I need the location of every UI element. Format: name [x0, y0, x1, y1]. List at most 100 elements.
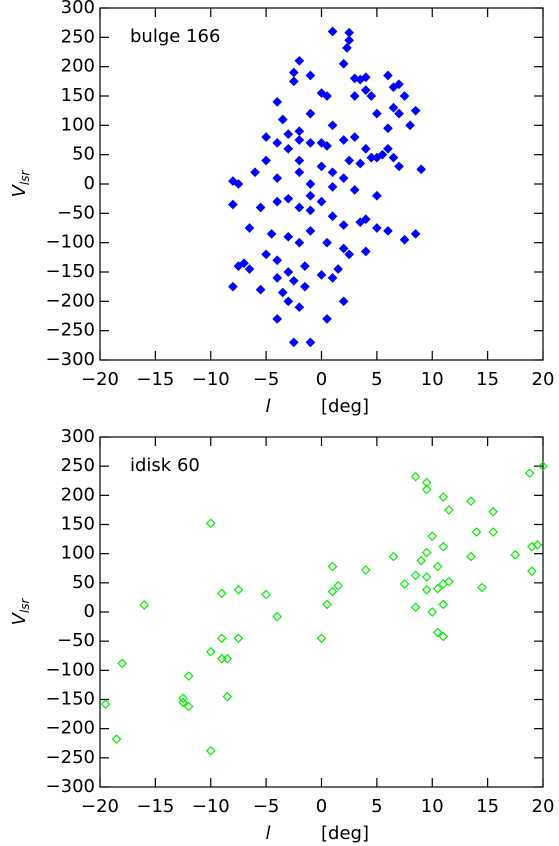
point — [294, 155, 305, 166]
point — [421, 477, 432, 488]
point — [444, 576, 454, 587]
point — [349, 132, 360, 142]
x-label: l — [265, 823, 270, 844]
point — [272, 97, 283, 107]
x-tick-label: 5 — [371, 369, 382, 390]
point — [342, 43, 352, 53]
point — [305, 226, 316, 236]
point — [277, 114, 288, 125]
y-label-sub: lsr — [18, 598, 32, 614]
y-tick-label: −300 — [46, 776, 95, 797]
y-label: Vlsr — [9, 598, 32, 626]
point — [288, 76, 299, 87]
point — [488, 527, 499, 537]
x-label: l — [265, 396, 270, 417]
point — [360, 143, 371, 154]
point — [233, 633, 244, 644]
point — [372, 190, 382, 201]
point — [261, 132, 271, 142]
point — [294, 167, 305, 178]
point — [471, 527, 482, 537]
point — [416, 555, 427, 566]
point — [432, 583, 443, 594]
point — [222, 653, 233, 664]
point — [294, 202, 305, 213]
x-tick-label: −5 — [253, 369, 280, 390]
y-tick-label: −300 — [46, 349, 95, 370]
point — [316, 196, 327, 207]
point — [322, 141, 332, 151]
point — [338, 220, 349, 230]
point — [100, 699, 111, 710]
point — [294, 237, 305, 248]
point — [410, 229, 421, 239]
point — [416, 164, 427, 175]
y-tick-label: 100 — [61, 114, 95, 135]
point — [538, 461, 548, 472]
x-tick-label: −15 — [136, 796, 174, 817]
point — [294, 302, 305, 313]
x-tick-label: 0 — [316, 796, 327, 817]
point — [272, 255, 283, 266]
point — [233, 584, 244, 595]
point — [360, 85, 371, 95]
point — [527, 566, 537, 577]
y-tick-label: 0 — [84, 173, 95, 194]
x-tick-label: 5 — [371, 796, 382, 817]
point — [139, 600, 150, 610]
point — [394, 79, 404, 90]
point — [205, 745, 216, 756]
y-tick-label: −150 — [46, 689, 95, 710]
point — [222, 691, 233, 702]
point — [322, 237, 332, 248]
point — [355, 158, 366, 169]
point — [421, 484, 432, 495]
point — [383, 70, 393, 81]
x-tick-label: 20 — [532, 796, 555, 817]
point — [305, 337, 316, 348]
point — [410, 471, 421, 482]
point — [432, 561, 443, 572]
y-label: Vlsr — [9, 170, 32, 198]
y-label-main: V — [9, 611, 30, 625]
plot-frame — [99, 436, 544, 788]
point — [266, 229, 277, 239]
point — [438, 492, 449, 502]
point — [327, 211, 338, 222]
point — [327, 586, 338, 597]
point — [388, 82, 399, 93]
point — [305, 70, 316, 81]
y-label-sub: lsr — [18, 170, 32, 186]
y-tick-label: 200 — [61, 56, 95, 77]
point — [305, 138, 316, 148]
point — [272, 138, 283, 148]
point — [244, 264, 255, 274]
y-tick-label: −100 — [46, 232, 95, 253]
point — [444, 505, 454, 515]
point — [233, 261, 244, 271]
point — [383, 143, 393, 154]
point — [327, 561, 338, 572]
point — [272, 273, 283, 283]
y-tick-label: 300 — [61, 0, 95, 18]
point — [360, 214, 371, 225]
point — [255, 284, 266, 295]
x-tick-label: −15 — [136, 369, 174, 390]
point — [178, 693, 188, 704]
point — [283, 129, 294, 139]
point — [255, 202, 266, 213]
point — [178, 697, 188, 708]
point — [288, 67, 299, 78]
point — [244, 223, 255, 233]
point — [349, 185, 360, 195]
point — [427, 607, 438, 617]
point — [327, 182, 338, 192]
x-tick-label: −10 — [192, 796, 230, 817]
point — [388, 102, 399, 113]
point — [305, 179, 316, 189]
point — [272, 611, 283, 622]
point — [216, 653, 227, 664]
point — [322, 599, 332, 610]
point — [410, 105, 421, 116]
plot-frame — [99, 7, 544, 361]
